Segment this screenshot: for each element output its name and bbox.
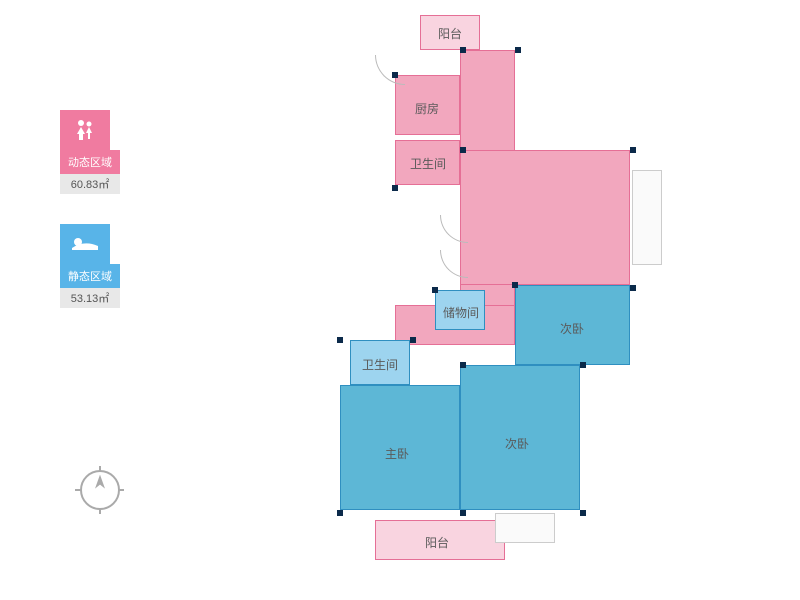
legend-static-value: 53.13㎡ — [60, 288, 120, 308]
door-arc — [440, 250, 468, 278]
wall-corner — [512, 282, 518, 288]
wall-corner — [580, 510, 586, 516]
room-living-ext — [460, 150, 630, 285]
legend-dynamic: 动态区域 60.83㎡ — [60, 110, 120, 194]
wall-corner — [337, 510, 343, 516]
wall-corner — [337, 337, 343, 343]
legend: 动态区域 60.83㎡ 静态区域 53.13㎡ — [60, 110, 120, 338]
wall-corner — [460, 47, 466, 53]
people-icon — [60, 110, 110, 150]
wall-corner — [580, 362, 586, 368]
legend-dynamic-value: 60.83㎡ — [60, 174, 120, 194]
wall-corner — [515, 47, 521, 53]
room-label-balcony-top: 阳台 — [438, 25, 462, 42]
balcony-ext-0 — [632, 170, 662, 265]
compass-icon — [80, 470, 120, 510]
room-label-bed2-bottom: 次卧 — [505, 435, 529, 452]
door-arc — [440, 215, 468, 243]
legend-dynamic-label: 动态区域 — [60, 150, 120, 174]
wall-corner — [630, 147, 636, 153]
wall-corner — [460, 362, 466, 368]
room-label-kitchen: 厨房 — [415, 100, 439, 117]
room-label-bed2-top: 次卧 — [560, 320, 584, 337]
legend-static-label: 静态区域 — [60, 264, 120, 288]
room-label-bath-top: 卫生间 — [410, 155, 446, 172]
door-arc — [375, 55, 405, 85]
room-label-storage: 储物间 — [443, 304, 479, 321]
wall-corner — [460, 510, 466, 516]
wall-corner — [630, 285, 636, 291]
sleep-icon — [60, 224, 110, 264]
wall-corner — [410, 337, 416, 343]
wall-corner — [460, 147, 466, 153]
room-label-master: 主卧 — [385, 445, 409, 462]
room-label-bath-bottom: 卫生间 — [362, 356, 398, 373]
room-label-balcony-bottom: 阳台 — [425, 534, 449, 551]
wall-corner — [392, 185, 398, 191]
wall-corner — [432, 287, 438, 293]
floor-plan: 阳台厨房卫生间客餐厅储物间次卧卫生间主卧次卧阳台 — [300, 15, 730, 575]
legend-static: 静态区域 53.13㎡ — [60, 224, 120, 308]
balcony-ext-1 — [495, 513, 555, 543]
